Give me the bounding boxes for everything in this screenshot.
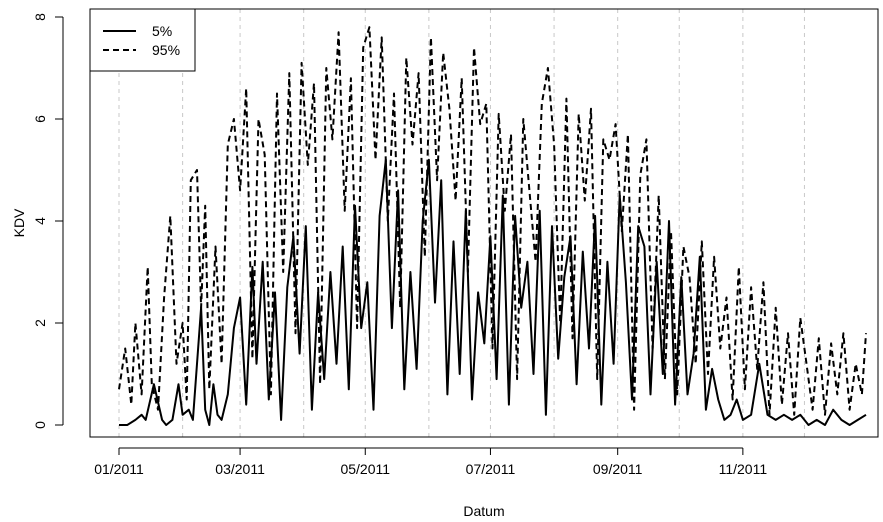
x-tick-label-2: 05/2011 <box>340 461 390 477</box>
legend-box <box>89 8 196 72</box>
y-axis-label: KDV <box>11 208 27 237</box>
legend: 5%95% <box>89 8 196 72</box>
y-tick-label-0: 0 <box>32 421 48 429</box>
legend-label-1: 5% <box>152 23 172 39</box>
vertical-grid-lines <box>118 9 805 437</box>
x-axis-label: Datum <box>463 503 504 519</box>
y-axis: 0 2 4 6 8 <box>32 13 64 429</box>
series-line-1 <box>119 158 867 426</box>
data-series <box>118 26 867 426</box>
series-line-2 <box>118 26 867 416</box>
y-tick-label-2: 2 <box>32 319 48 327</box>
x-tick-label-4: 09/2011 <box>593 461 643 477</box>
x-tick-label-0: 01/2011 <box>94 461 144 477</box>
x-tick-label-5: 11/2011 <box>719 461 768 477</box>
x-axis: 01/2011 03/2011 05/2011 07/2011 09/2011 11/20… <box>94 447 768 477</box>
y-tick-label-8: 8 <box>32 13 48 21</box>
y-tick-label-4: 4 <box>32 217 48 225</box>
plot-frame <box>89 8 879 438</box>
x-tick-label-1: 03/2011 <box>215 461 265 477</box>
x-tick-label-3: 07/2011 <box>466 461 516 477</box>
legend-label-2: 95% <box>152 42 180 58</box>
y-tick-label-6: 6 <box>32 115 48 123</box>
